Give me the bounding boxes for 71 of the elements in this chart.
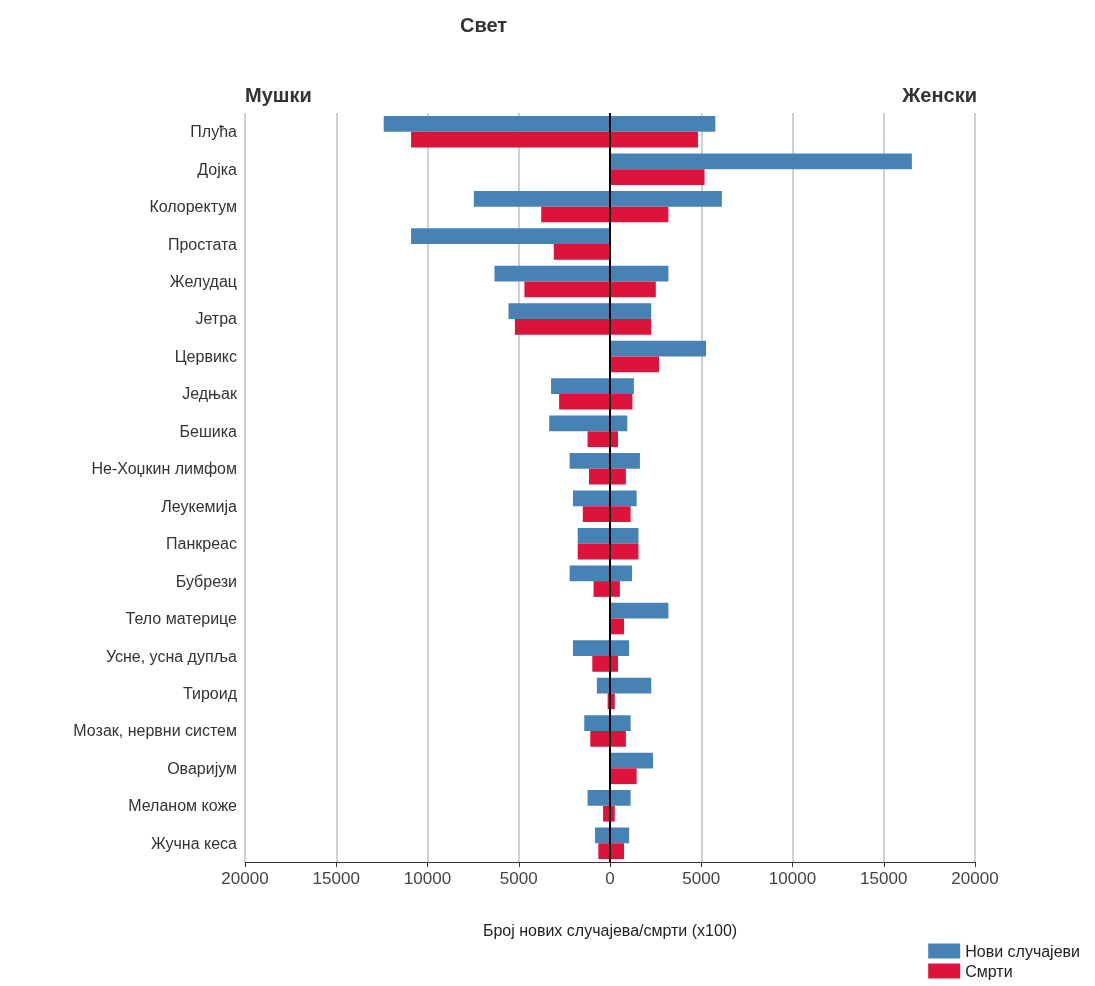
- x-tick-label: 5000: [682, 869, 721, 888]
- y-tick-label: Панкреас: [166, 535, 237, 553]
- bar: [508, 303, 652, 319]
- y-tick-label: Јетра: [195, 310, 238, 328]
- bar: [593, 581, 620, 597]
- bar: [473, 190, 722, 207]
- bar: [587, 790, 631, 806]
- y-tick-label: Оваријум: [167, 759, 237, 777]
- bar: [582, 506, 631, 522]
- bar: [383, 116, 716, 132]
- bar: [596, 677, 652, 694]
- x-tick-label: 20000: [221, 869, 269, 888]
- x-axis-title: Број нових случајева/смрти (x100): [482, 921, 738, 939]
- bar: [553, 244, 610, 260]
- x-tick-label: 10000: [403, 869, 452, 888]
- chart-title: Свет: [460, 14, 508, 36]
- y-tick-label: Тироид: [182, 684, 238, 702]
- y-tick-label: Леукемија: [161, 497, 238, 515]
- y-tick-label: Жучна кеса: [150, 834, 238, 852]
- bar: [610, 602, 669, 619]
- bar: [598, 843, 625, 859]
- bar: [494, 265, 669, 282]
- y-tick-label: Једњак: [182, 385, 238, 403]
- bar: [514, 318, 652, 335]
- bar: [559, 393, 633, 410]
- y-tick-label: Меланом коже: [128, 797, 238, 815]
- y-tick-label: Цервикс: [174, 347, 237, 365]
- y-tick-label: Бубрези: [175, 572, 237, 590]
- bar: [569, 565, 633, 582]
- x-tick-label: 15000: [312, 869, 360, 888]
- x-tick-label: 5000: [499, 869, 538, 888]
- bar: [551, 378, 634, 394]
- bar: [610, 768, 637, 785]
- y-tick-label: Плућа: [190, 123, 238, 141]
- y-tick-label: Желудац: [169, 273, 237, 291]
- bar: [587, 431, 619, 448]
- bar: [589, 468, 626, 485]
- bar: [610, 153, 912, 170]
- bar: [577, 527, 639, 544]
- x-tick-label: 15000: [860, 869, 908, 888]
- y-tick-label: Бешика: [179, 422, 238, 440]
- y-tick-label: Колоректум: [149, 198, 237, 216]
- y-tick-label: Усне, усна дупља: [105, 647, 238, 665]
- bar: [584, 715, 631, 731]
- text: Женски: [901, 84, 978, 106]
- bar: [524, 281, 656, 298]
- bar: [610, 356, 660, 373]
- bar: [610, 340, 706, 357]
- x-tick-label: 0: [605, 869, 615, 888]
- x-tick-label: 10000: [768, 869, 817, 888]
- bar: [610, 169, 705, 185]
- legend-label: Смрти: [965, 962, 1013, 980]
- text: Мушки: [245, 84, 312, 106]
- bar: [411, 131, 698, 148]
- bar: [610, 752, 654, 769]
- y-tick-label: Дојка: [197, 160, 238, 178]
- bar: [577, 543, 639, 560]
- bar: [592, 656, 619, 672]
- bar: [572, 640, 630, 657]
- bar: [569, 453, 640, 469]
- bar: [572, 490, 637, 507]
- y-tick-label: Не-Хоџкин лимфом: [91, 460, 237, 478]
- legend-label: Нови случајеви: [965, 942, 1080, 960]
- y-tick-label: Тело материце: [125, 610, 238, 628]
- bar: [549, 415, 628, 432]
- y-tick-label: Простата: [167, 235, 238, 253]
- bar: [411, 228, 610, 245]
- bar: [590, 730, 626, 747]
- y-tick-label: Мозак, нервни систем: [73, 722, 237, 740]
- x-tick-label: 20000: [951, 869, 999, 888]
- bar: [541, 206, 669, 223]
